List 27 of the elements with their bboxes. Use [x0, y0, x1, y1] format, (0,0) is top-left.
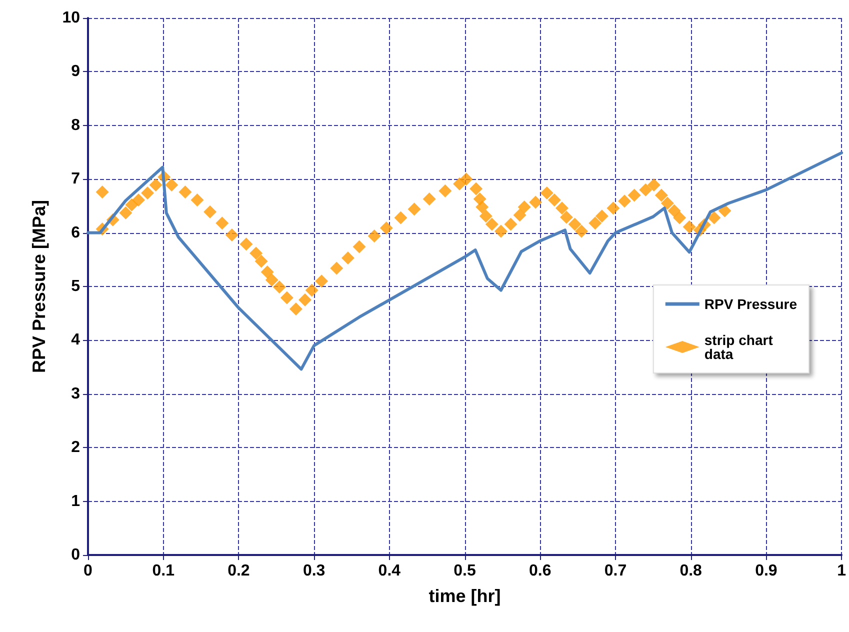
y-tick-label: 0	[71, 546, 80, 564]
x-tick-label: 0.5	[454, 562, 476, 580]
legend-label: strip chart data	[704, 332, 774, 362]
y-tick-label: 9	[71, 63, 80, 80]
y-tick-label: 5	[71, 278, 80, 295]
x-tick-label: 0.1	[152, 562, 175, 580]
y-tick-label: 2	[71, 439, 80, 456]
line-series	[86, 151, 844, 371]
y-tick-label: 4	[71, 332, 80, 349]
x-tick-label: 0.6	[529, 562, 552, 580]
x-tick-label: 0.4	[378, 562, 401, 580]
y-tick-label: 8	[71, 116, 80, 134]
x-axis-title: time [hr]	[428, 586, 501, 606]
y-tick-label: 10	[62, 10, 80, 26]
x-tick-label: 0.7	[604, 562, 627, 580]
y-tick-label: 1	[71, 492, 80, 510]
y-tick-label: 6	[71, 224, 80, 242]
x-tick-label: 0.8	[680, 562, 702, 580]
x-tick-label: 1	[837, 562, 846, 580]
x-tick-label: 0.3	[302, 562, 326, 580]
legend-label: RPV Pressure	[704, 296, 798, 312]
x-tick-label: 0	[84, 562, 93, 580]
x-tick-label: 0.9	[755, 562, 778, 580]
y-tick-label: 3	[71, 385, 80, 402]
y-tick-label: 7	[71, 170, 80, 188]
x-tick-label: 0.2	[228, 562, 250, 580]
y-axis-title: RPV Pressure [MPa]	[29, 200, 49, 374]
